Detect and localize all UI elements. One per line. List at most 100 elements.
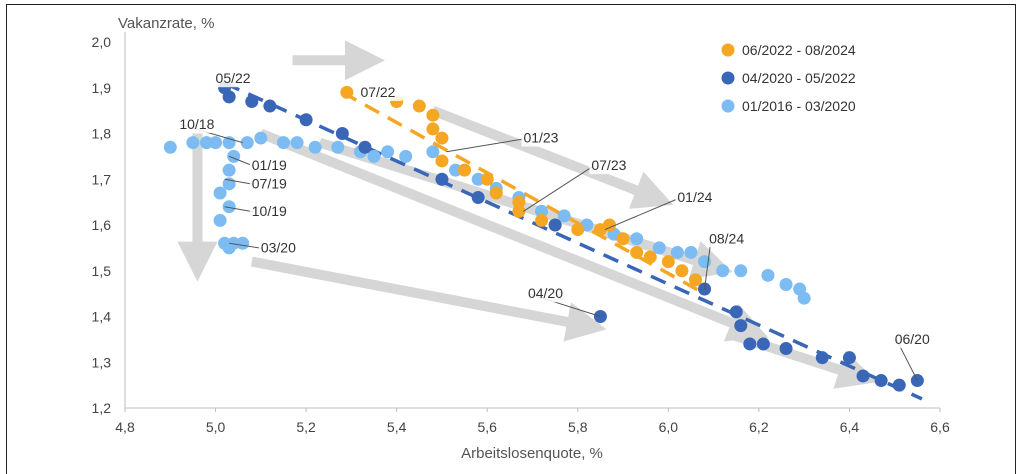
legend-marker	[721, 71, 735, 85]
data-point	[335, 127, 349, 140]
x-axis-label: Arbeitslosenquote, %	[461, 445, 603, 462]
annotation-leader	[523, 165, 594, 212]
annotation-leader	[604, 197, 680, 231]
data-point	[435, 154, 449, 168]
legend-label: 04/2020 - 05/2022	[742, 70, 856, 86]
data-point	[548, 218, 562, 232]
data-point	[779, 277, 793, 291]
data-point	[471, 172, 485, 186]
data-point	[236, 236, 250, 250]
data-point	[426, 145, 440, 159]
annotation-label: 07/19	[252, 175, 287, 191]
chart-frame	[6, 4, 1016, 474]
annotation-background	[258, 238, 303, 257]
data-point	[797, 291, 811, 305]
data-point	[435, 172, 449, 186]
x-tick-label: 6,4	[840, 419, 860, 435]
annotation-label: 03/20	[261, 239, 296, 255]
annotation-background	[213, 69, 258, 88]
data-point	[458, 163, 472, 177]
x-tick-label: 6,2	[749, 419, 769, 435]
y-tick-label: 1,8	[92, 126, 112, 142]
annotation-background	[521, 128, 566, 147]
data-point	[263, 99, 277, 113]
data-point	[222, 241, 236, 255]
annotation-background	[249, 174, 294, 193]
data-point	[331, 140, 345, 154]
data-point	[340, 85, 354, 99]
data-point	[874, 374, 888, 388]
data-point	[276, 136, 290, 150]
data-point	[535, 204, 549, 218]
y-tick-label: 1,9	[92, 80, 112, 96]
y-tick-label: 1,7	[92, 171, 112, 187]
data-point	[227, 149, 241, 163]
data-point	[480, 172, 494, 186]
data-point	[779, 342, 793, 356]
annotation-label: 07/22	[360, 84, 395, 100]
annotation-background	[707, 229, 752, 248]
data-point	[222, 136, 236, 150]
data-point	[471, 191, 485, 205]
data-point	[892, 378, 906, 392]
annotation-leader	[224, 178, 254, 185]
x-tick-label: 5,6	[477, 419, 497, 435]
data-point	[616, 232, 630, 246]
data-point	[689, 273, 702, 287]
axes: 4,8 5,0 5,2 5,4 5,6 5,8 6,0 6,2 6,4 6,6 1,2 1,3 1,4 1…	[92, 15, 950, 462]
data-point	[222, 163, 236, 177]
annotation-leader	[229, 242, 263, 249]
annotation-label: 08/24	[709, 230, 744, 246]
data-point	[222, 90, 236, 104]
annotation-label: 10/18	[179, 116, 214, 132]
data-point	[299, 113, 313, 127]
data-point	[435, 131, 449, 145]
annotation-background	[249, 156, 294, 175]
data-point	[213, 186, 227, 200]
x-tick-label: 4,8	[115, 419, 135, 435]
data-point	[209, 136, 223, 150]
annotation-leader	[228, 155, 254, 167]
trend-line	[341, 90, 706, 296]
x-tick-label: 5,8	[568, 419, 588, 435]
data-point	[381, 145, 395, 159]
data-point	[675, 264, 689, 278]
data-point	[426, 122, 440, 136]
data-point	[716, 264, 730, 278]
data-point	[761, 268, 775, 282]
data-point	[163, 140, 177, 154]
data-point	[535, 213, 549, 227]
data-point	[571, 223, 585, 237]
x-tick-label: 5,2	[296, 419, 316, 435]
legend-marker	[721, 43, 735, 57]
data-point	[684, 245, 698, 259]
data-point	[245, 94, 259, 108]
annotation-label: 10/19	[252, 203, 287, 219]
x-tick-label: 6,6	[930, 419, 950, 435]
legend: 06/2022 - 08/2024 04/2020 - 05/2022 01/201…	[721, 42, 856, 114]
legend-marker	[721, 99, 735, 113]
data-point	[426, 108, 440, 122]
data-point	[652, 241, 666, 255]
data-point	[557, 209, 571, 223]
direction-arrow	[431, 105, 674, 209]
y-tick-label: 1,5	[92, 263, 112, 279]
data-point	[756, 337, 770, 351]
data-point	[842, 351, 856, 365]
data-point	[186, 136, 200, 150]
y-tick-label: 1,2	[92, 400, 112, 416]
data-point	[512, 204, 526, 218]
annotation-label: 01/23	[523, 130, 558, 146]
x-tick-label: 5,0	[206, 419, 226, 435]
data-point	[734, 264, 748, 278]
annotation-background	[249, 201, 294, 220]
data-point	[449, 163, 463, 177]
data-point	[512, 195, 526, 209]
data-point	[815, 351, 829, 365]
data-point	[630, 232, 644, 246]
y-axis-label: Vakanzrate, %	[118, 15, 214, 32]
data-point	[643, 250, 657, 264]
annotation-leader	[446, 138, 526, 153]
annotation-background	[525, 284, 570, 303]
